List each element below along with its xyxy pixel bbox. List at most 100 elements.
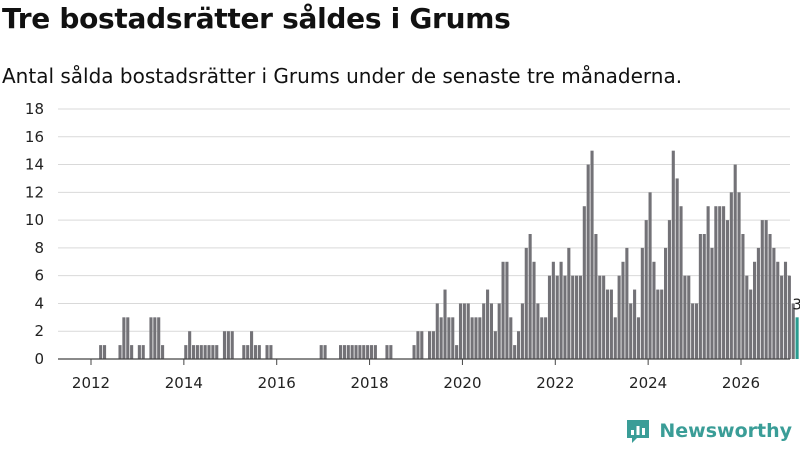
bar bbox=[540, 317, 544, 359]
bar bbox=[149, 317, 153, 359]
bar bbox=[582, 206, 586, 359]
bar bbox=[660, 289, 664, 359]
bar bbox=[633, 289, 637, 359]
bar bbox=[230, 331, 234, 359]
bar bbox=[551, 261, 555, 359]
bar bbox=[489, 303, 493, 359]
bar bbox=[787, 275, 791, 359]
bar bbox=[362, 345, 366, 359]
bar bbox=[752, 261, 757, 359]
bar bbox=[242, 345, 246, 359]
bar bbox=[679, 206, 683, 359]
bar bbox=[350, 345, 354, 359]
bar bbox=[590, 150, 594, 359]
bar bbox=[710, 247, 714, 359]
bar bbox=[389, 345, 393, 359]
y-tick-label: 12 bbox=[25, 183, 44, 201]
bar bbox=[722, 206, 726, 359]
bar bbox=[575, 275, 579, 359]
bar bbox=[664, 247, 668, 359]
bar bbox=[571, 275, 575, 359]
bar bbox=[265, 345, 269, 359]
bar bbox=[226, 331, 230, 359]
bar bbox=[783, 261, 788, 359]
y-tick-label: 2 bbox=[34, 322, 44, 340]
bar bbox=[319, 345, 323, 359]
bar bbox=[153, 317, 157, 359]
bar bbox=[675, 178, 679, 359]
bar bbox=[323, 345, 327, 359]
bar bbox=[768, 234, 772, 359]
bar bbox=[486, 289, 490, 359]
bar bbox=[102, 345, 107, 359]
bar bbox=[667, 220, 671, 359]
bar bbox=[764, 220, 768, 359]
bar bbox=[613, 317, 617, 359]
chart-bars bbox=[99, 150, 799, 359]
bar bbox=[369, 345, 374, 359]
y-axis: 0 2 4 6 8 10 12 14 16 18 bbox=[25, 100, 44, 368]
bar bbox=[513, 345, 517, 359]
bar bbox=[644, 220, 648, 359]
bar bbox=[137, 345, 141, 359]
data-labels: 3 bbox=[792, 295, 800, 313]
bar bbox=[640, 247, 644, 359]
bar bbox=[760, 220, 764, 359]
bar bbox=[691, 303, 695, 359]
bar bbox=[621, 261, 625, 359]
y-tick-label: 10 bbox=[25, 211, 44, 229]
page-title: Tre bostadsrätter såldes i Grums bbox=[2, 2, 511, 35]
newsworthy-logo-icon bbox=[627, 420, 650, 443]
page-subtitle: Antal sålda bostadsrätter i Grums under … bbox=[2, 64, 683, 88]
bar bbox=[656, 289, 660, 359]
bar bbox=[725, 220, 730, 359]
bar bbox=[702, 234, 706, 359]
bar bbox=[756, 247, 760, 359]
bar bbox=[609, 289, 613, 359]
bar bbox=[520, 303, 524, 359]
bar bbox=[505, 261, 509, 359]
y-tick-label: 16 bbox=[25, 128, 44, 146]
bar bbox=[466, 303, 470, 359]
bar bbox=[718, 206, 722, 359]
bar bbox=[427, 331, 432, 359]
y-tick-label: 6 bbox=[34, 267, 44, 285]
bar bbox=[250, 331, 254, 359]
bar bbox=[617, 275, 621, 359]
bar bbox=[509, 317, 513, 359]
bar bbox=[130, 345, 134, 359]
bar bbox=[497, 303, 501, 359]
newsworthy-brand[interactable]: Newsworthy bbox=[625, 418, 792, 444]
x-tick-label: 2018 bbox=[350, 374, 388, 392]
bar bbox=[602, 275, 606, 359]
bar bbox=[373, 345, 377, 359]
bar bbox=[207, 345, 211, 359]
bar bbox=[683, 275, 687, 359]
x-tick-label: 2020 bbox=[443, 374, 481, 392]
bar bbox=[215, 345, 219, 359]
bar bbox=[118, 345, 122, 359]
bar bbox=[706, 206, 710, 359]
bar bbox=[443, 289, 447, 359]
bar bbox=[636, 317, 641, 359]
x-tick-label: 2012 bbox=[72, 374, 110, 392]
bar bbox=[516, 331, 521, 359]
bar bbox=[733, 164, 737, 359]
bar bbox=[524, 247, 528, 359]
bar bbox=[594, 234, 598, 359]
bar bbox=[199, 345, 203, 359]
y-tick-label: 18 bbox=[25, 100, 44, 118]
bar bbox=[447, 317, 451, 359]
bar bbox=[532, 261, 536, 359]
bar bbox=[416, 331, 420, 359]
y-tick-label: 8 bbox=[34, 239, 44, 257]
bar bbox=[586, 164, 590, 359]
bar bbox=[567, 247, 571, 359]
bar bbox=[478, 317, 482, 359]
brand-name: Newsworthy bbox=[659, 420, 792, 442]
bar bbox=[772, 247, 776, 359]
bar bbox=[698, 234, 702, 359]
bar bbox=[501, 261, 505, 359]
bar bbox=[246, 345, 250, 359]
bar bbox=[714, 206, 718, 359]
